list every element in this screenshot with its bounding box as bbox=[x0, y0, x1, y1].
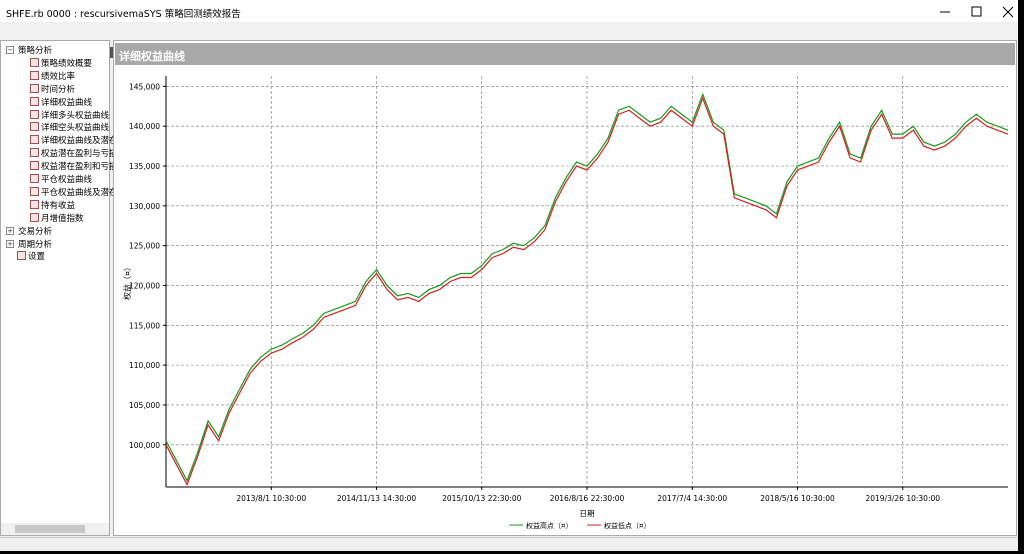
item-icon bbox=[30, 109, 39, 119]
tree-item[interactable]: 时间分析 bbox=[41, 84, 76, 95]
y-tick-label: 120,000 bbox=[129, 281, 160, 290]
y-tick-label: 125,000 bbox=[129, 242, 160, 251]
y-tick-label: 140,000 bbox=[129, 122, 160, 131]
nav-tree: − 策略分析策略绩效概要 绩效比率时间分析 详细权益曲线详细多头权益曲线 详细空头权益曲… bbox=[0, 40, 118, 536]
legend-label: 权益低点（¤） bbox=[604, 521, 650, 530]
x-tick-label: 2019/3/26 10:30:00 bbox=[865, 494, 940, 503]
scroll-thumb[interactable] bbox=[15, 525, 85, 533]
tree-item[interactable]: 设置 bbox=[28, 252, 46, 263]
y-tick-label: 100,000 bbox=[129, 441, 160, 450]
item-icon bbox=[30, 186, 39, 196]
tree-item[interactable]: 月增值指数 bbox=[41, 213, 84, 224]
item-icon bbox=[30, 96, 39, 106]
y-tick-label: 130,000 bbox=[129, 202, 160, 211]
tree-item[interactable]: 权益潜在盈利和亏损 bbox=[41, 162, 118, 173]
tree-item[interactable]: 策略绩效概要 bbox=[41, 58, 93, 69]
y-tick-label: 105,000 bbox=[129, 401, 160, 410]
item-icon bbox=[30, 135, 39, 145]
y-axis-label: 权益（¤） bbox=[122, 263, 132, 300]
legend-label: 权益高点（¤） bbox=[526, 521, 572, 530]
item-icon bbox=[30, 199, 39, 209]
tree-item[interactable]: 平仓权益曲线 bbox=[41, 175, 93, 185]
expander[interactable]: + bbox=[6, 239, 14, 248]
title-bar: SHFE.rb 0000 : rescursivemaSYS 策略回测绩效报告 bbox=[0, 0, 1018, 22]
x-tick-label: 2015/10/13 22:30:00 bbox=[442, 494, 522, 503]
item-icon bbox=[17, 251, 26, 261]
item-icon bbox=[30, 212, 39, 222]
panel-header: 详细权益曲线 bbox=[115, 43, 1015, 65]
item-icon bbox=[30, 57, 39, 67]
x-tick-label: 2013/8/1 10:30:00 bbox=[236, 494, 306, 503]
y-tick-label: 145,000 bbox=[129, 82, 160, 91]
x-tick-label: 2017/7/4 14:30:00 bbox=[657, 494, 727, 503]
tree-item[interactable]: 详细空头权益曲线 bbox=[41, 123, 110, 134]
expander[interactable]: + bbox=[6, 226, 14, 235]
tree-group[interactable]: 策略分析 bbox=[18, 46, 53, 56]
expander[interactable]: − bbox=[6, 46, 14, 54]
x-tick-label: 2014/11/13 14:30:00 bbox=[337, 494, 417, 503]
x-tick-label: 2016/8/16 22:30:00 bbox=[550, 494, 625, 503]
item-icon bbox=[30, 122, 39, 132]
x-axis-label: 日期 bbox=[580, 509, 595, 518]
report-panel: 详细权益曲线 bbox=[113, 40, 1017, 536]
tree-item[interactable]: 详细多头权益曲线 bbox=[41, 110, 110, 121]
item-icon bbox=[30, 174, 39, 183]
x-tick-label: 2018/5/16 10:30:00 bbox=[760, 494, 835, 503]
tree-item[interactable]: 平仓权益曲线及潜在 bbox=[41, 187, 118, 198]
tree-group[interactable]: 周期分析 bbox=[18, 239, 53, 250]
status-bar bbox=[0, 537, 1018, 551]
window-title: SHFE.rb 0000 : rescursivemaSYS 策略回测绩效报告 bbox=[6, 9, 241, 20]
tree-item[interactable]: 权益潜在盈利与亏损 bbox=[41, 149, 118, 160]
item-icon bbox=[30, 83, 39, 93]
tree-item[interactable]: 绩效比率 bbox=[41, 71, 76, 82]
tree-item[interactable]: 详细权益曲线及潜在 bbox=[41, 136, 118, 147]
equity-line bbox=[165, 92, 1009, 483]
tree-group[interactable]: 交易分析 bbox=[18, 226, 53, 237]
panel-title: 详细权益曲线 bbox=[119, 50, 185, 63]
y-tick-label: 135,000 bbox=[129, 162, 160, 171]
tree-item[interactable]: 持有收益 bbox=[41, 200, 76, 211]
window-controls[interactable] bbox=[930, 4, 1018, 20]
item-icon bbox=[30, 70, 39, 80]
item-icon bbox=[30, 161, 39, 171]
y-tick-label: 115,000 bbox=[129, 321, 160, 330]
scrollbar[interactable] bbox=[1, 523, 109, 535]
y-tick-label: 110,000 bbox=[129, 361, 160, 370]
tree-item[interactable]: 详细权益曲线 bbox=[41, 95, 93, 108]
equity-line bbox=[165, 96, 1009, 487]
item-icon bbox=[30, 148, 39, 158]
equity-chart: 100,000 105,000 110,000 115,000 120,000 125,0… bbox=[122, 76, 1009, 530]
